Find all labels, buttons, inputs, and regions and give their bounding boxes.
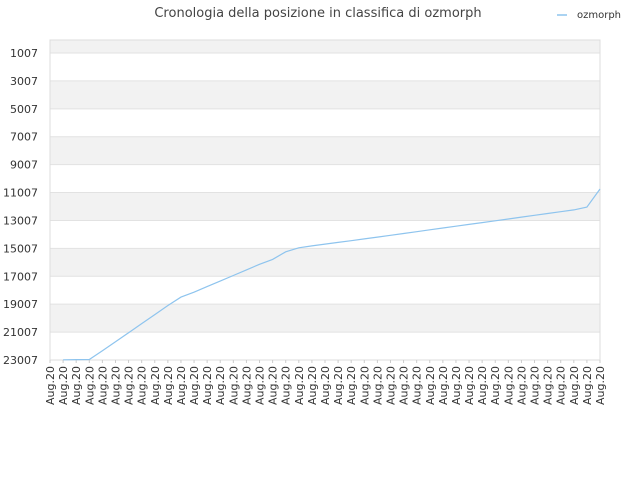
x-tick-label: Aug.20 xyxy=(267,366,280,405)
x-tick-label: Aug.20 xyxy=(489,366,502,405)
grid-band xyxy=(50,192,600,221)
x-tick-label: Aug.20 xyxy=(463,366,476,405)
x-tick-label: Aug.20 xyxy=(319,366,332,405)
x-tick-label: Aug.20 xyxy=(371,366,384,405)
legend: ozmorph xyxy=(557,10,621,21)
x-tick-label: Aug.20 xyxy=(384,366,397,405)
x-tick-label: Aug.20 xyxy=(332,366,345,405)
x-tick-label: Aug.20 xyxy=(594,366,607,405)
y-tick-label: 21007 xyxy=(3,326,38,339)
x-tick-label: Aug.20 xyxy=(555,366,568,405)
x-tick-label: Aug.20 xyxy=(254,366,267,405)
x-axis: Aug.20 Aug.20 Aug.20 Aug.20 Aug.20 Aug.20 Aug.… xyxy=(44,360,607,405)
x-tick-label: Aug.20 xyxy=(188,366,201,405)
y-tick-label: 15007 xyxy=(3,242,38,255)
x-tick-label: Aug.20 xyxy=(123,366,136,405)
x-tick-label: Aug.20 xyxy=(358,366,371,405)
x-tick-label: Aug.20 xyxy=(175,366,188,405)
x-tick-label: Aug.20 xyxy=(411,366,424,405)
x-tick-label: Aug.20 xyxy=(502,366,515,405)
gridlines xyxy=(49,39,601,361)
grid-band xyxy=(50,136,600,165)
y-tick-label: 9007 xyxy=(10,159,38,172)
y-tick-label: 5007 xyxy=(10,103,38,116)
y-axis: 1007 3007 5007 7007 9007 11007 13007 15007 17007… xyxy=(3,47,38,367)
x-tick-label: Aug.20 xyxy=(149,366,162,405)
chart-title: Cronologia della posizione in classifica… xyxy=(154,6,481,21)
grid-band xyxy=(50,40,600,53)
x-tick-label: Aug.20 xyxy=(476,366,489,405)
x-tick-label: Aug.20 xyxy=(280,366,293,405)
x-tick-label: Aug.20 xyxy=(542,366,555,405)
x-tick-label: Aug.20 xyxy=(227,366,240,405)
grid-band xyxy=(50,80,600,109)
y-tick-label: 1007 xyxy=(10,47,38,60)
y-tick-label: 23007 xyxy=(3,354,38,367)
x-tick-label: Aug.20 xyxy=(398,366,411,405)
x-tick-label: Aug.20 xyxy=(515,366,528,405)
series-line-ozmorph xyxy=(63,188,601,361)
x-tick-label: Aug.20 xyxy=(70,366,83,405)
y-tick-label: 13007 xyxy=(3,214,38,227)
x-tick-label: Aug.20 xyxy=(581,366,594,405)
legend-label-ozmorph: ozmorph xyxy=(577,10,621,21)
x-tick-label: Aug.20 xyxy=(450,366,463,405)
x-tick-label: Aug.20 xyxy=(568,366,581,405)
x-tick-label: Aug.20 xyxy=(240,366,253,405)
grid-band xyxy=(50,248,600,277)
y-tick-label: 17007 xyxy=(3,270,38,283)
x-tick-label: Aug.20 xyxy=(109,366,122,405)
x-tick-label: Aug.20 xyxy=(96,366,109,405)
x-tick-label: Aug.20 xyxy=(83,366,96,405)
x-tick-label: Aug.20 xyxy=(437,366,450,405)
y-tick-label: 11007 xyxy=(3,187,38,200)
y-tick-label: 3007 xyxy=(10,75,38,88)
grid-band xyxy=(50,304,600,333)
x-tick-label: Aug.20 xyxy=(424,366,437,405)
x-tick-label: Aug.20 xyxy=(44,366,57,405)
y-tick-label: 19007 xyxy=(3,298,38,311)
x-tick-label: Aug.20 xyxy=(529,366,542,405)
x-tick-label: Aug.20 xyxy=(162,366,175,405)
x-tick-label: Aug.20 xyxy=(345,366,358,405)
series-ozmorph xyxy=(63,188,601,361)
x-tick-label: Aug.20 xyxy=(201,366,214,405)
x-tick-label: Aug.20 xyxy=(293,366,306,405)
background-bands xyxy=(50,40,600,360)
x-tick-label: Aug.20 xyxy=(57,366,70,405)
y-tick-label: 7007 xyxy=(10,131,38,144)
x-tick-label: Aug.20 xyxy=(306,366,319,405)
x-tick-label: Aug.20 xyxy=(214,366,227,405)
x-tick-label: Aug.20 xyxy=(136,366,149,405)
